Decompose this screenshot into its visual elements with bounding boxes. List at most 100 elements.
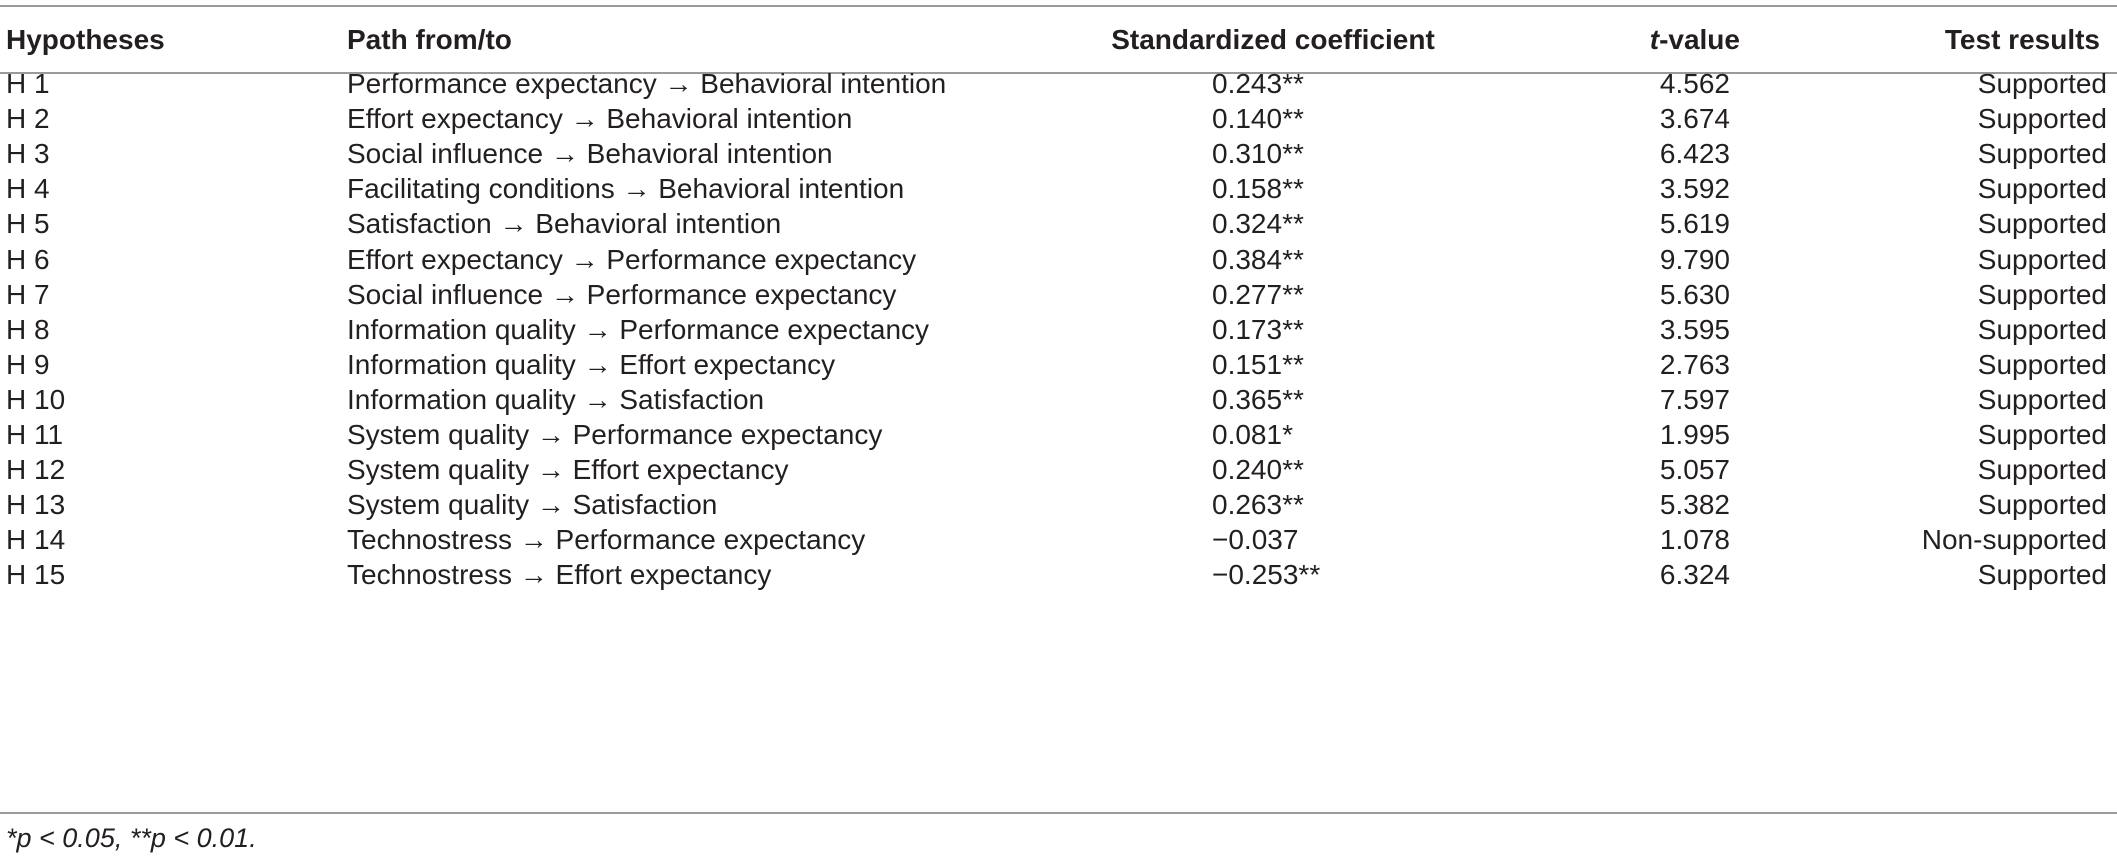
hypothesis-cell: H 2 bbox=[6, 103, 50, 135]
coefficient-cell: 0.240** bbox=[1212, 454, 1304, 486]
coefficient-cell: −0.253** bbox=[1212, 559, 1321, 591]
coefficient-cell: −0.037 bbox=[1212, 524, 1299, 556]
coefficient-cell: 0.081* bbox=[1212, 419, 1293, 450]
table-row: H 4 Facilitating conditions → Behavioral … bbox=[0, 165, 2117, 212]
path-cell: Effort expectancy → Behavioral intention bbox=[347, 103, 853, 135]
hypothesis-cell: H 12 bbox=[6, 454, 66, 486]
hypothesis-cell: H 6 bbox=[6, 243, 50, 275]
test-result-cell: Supported bbox=[1977, 208, 2107, 240]
test-result-cell: Supported bbox=[1977, 489, 2107, 521]
test-result-cell: Supported bbox=[1977, 348, 2107, 380]
hypothesis-cell: H 9 bbox=[6, 348, 50, 380]
test-result-cell: Supported bbox=[1977, 138, 2107, 170]
hypothesis-cell: H 5 bbox=[6, 208, 50, 240]
coefficient-cell: 0.173** bbox=[1212, 313, 1304, 345]
header-hypotheses: Hypotheses bbox=[6, 24, 165, 55]
path-cell: Social influence → Performance expectanc… bbox=[347, 278, 897, 310]
top-rule bbox=[0, 5, 2117, 7]
table-row: H 10 Information quality → Satisfaction 0.… bbox=[0, 376, 2117, 423]
header-row: Hypotheses Path from/to Standardized coe… bbox=[0, 16, 2117, 63]
coefficient-cell: 0.243** bbox=[1212, 68, 1304, 99]
table-row: H 14 Technostress → Performance expectanc… bbox=[0, 516, 2117, 563]
path-cell: Effort expectancy → Performance expectan… bbox=[347, 243, 917, 275]
table-row: H 12 System quality → Effort expectancy 0.… bbox=[0, 446, 2117, 493]
header-rule bbox=[0, 72, 2117, 74]
coefficient-cell: 0.151** bbox=[1212, 348, 1304, 380]
path-cell: Information quality → Performance expect… bbox=[347, 313, 930, 345]
hypothesis-cell: H 11 bbox=[6, 419, 64, 450]
hypothesis-cell: H 14 bbox=[6, 524, 66, 556]
hypothesis-cell: H 4 bbox=[6, 173, 50, 205]
header-path: Path from/to bbox=[347, 24, 512, 55]
bottom-rule bbox=[0, 812, 2117, 814]
path-cell: Information quality → Effort expectancy bbox=[347, 348, 836, 380]
t-value-cell: 3.595 bbox=[1659, 313, 1730, 345]
header-t-value: t-value bbox=[1600, 16, 1740, 63]
test-result-cell: Supported bbox=[1977, 68, 2107, 99]
table-row: H 5 Satisfaction → Behavioral intention 0.… bbox=[0, 200, 2117, 247]
t-value-cell: 1.995 bbox=[1659, 419, 1730, 450]
t-value-cell: 5.382 bbox=[1659, 489, 1730, 521]
hypothesis-cell: H 3 bbox=[6, 138, 50, 170]
table-row: H 8 Information quality → Performance exp… bbox=[0, 306, 2117, 353]
t-value-cell: 4.562 bbox=[1659, 68, 1730, 99]
header-coefficient: Standardized coefficient bbox=[1111, 24, 1435, 55]
hypothesis-cell: H 15 bbox=[6, 559, 66, 591]
path-cell: Performance expectancy → Behavioral inte… bbox=[347, 68, 947, 99]
coefficient-cell: 0.324** bbox=[1212, 208, 1304, 240]
footnote: *p < 0.05, **p < 0.01. bbox=[6, 823, 257, 853]
table-row: H 7 Social influence → Performance expect… bbox=[0, 271, 2117, 318]
test-result-cell: Supported bbox=[1977, 103, 2107, 135]
test-result-cell: Supported bbox=[1977, 419, 2107, 450]
coefficient-cell: 0.263** bbox=[1212, 489, 1304, 521]
coefficient-cell: 0.140** bbox=[1212, 103, 1304, 135]
t-value-cell: 9.790 bbox=[1659, 243, 1730, 275]
test-result-cell: Supported bbox=[1977, 313, 2107, 345]
table-row: H 13 System quality → Satisfaction 0.263**… bbox=[0, 481, 2117, 528]
t-value-cell: 5.057 bbox=[1659, 454, 1730, 486]
t-value-cell: 5.619 bbox=[1659, 208, 1730, 240]
hypothesis-cell: H 7 bbox=[6, 278, 50, 310]
table-row: H 3 Social influence → Behavioral intenti… bbox=[0, 130, 2117, 177]
test-result-cell: Supported bbox=[1977, 383, 2107, 415]
hypothesis-cell: H 1 bbox=[6, 68, 50, 99]
t-value-cell: 1.078 bbox=[1659, 524, 1730, 556]
header-test-results: Test results bbox=[1944, 24, 2100, 55]
t-value-cell: 7.597 bbox=[1659, 383, 1730, 415]
t-value-cell: 6.423 bbox=[1659, 138, 1730, 170]
coefficient-cell: 0.158** bbox=[1212, 173, 1304, 205]
test-result-cell: Supported bbox=[1977, 559, 2107, 591]
t-value-cell: 5.630 bbox=[1659, 278, 1730, 310]
header-t-italic: t bbox=[1649, 24, 1660, 55]
test-result-cell: Supported bbox=[1977, 454, 2107, 486]
table-row: H 1 Performance expectancy → Behavioral i… bbox=[0, 60, 2117, 107]
t-value-cell: 3.592 bbox=[1659, 173, 1730, 205]
coefficient-cell: 0.310** bbox=[1212, 138, 1304, 170]
coefficient-cell: 0.277** bbox=[1212, 278, 1304, 310]
path-cell: Technostress → Performance expectancy bbox=[347, 524, 866, 556]
t-value-cell: 2.763 bbox=[1659, 348, 1730, 380]
path-cell: Satisfaction → Behavioral intention bbox=[347, 208, 782, 240]
test-result-cell: Supported bbox=[1977, 278, 2107, 310]
test-result-cell: Supported bbox=[1977, 243, 2107, 275]
hypothesis-cell: H 10 bbox=[6, 383, 66, 415]
path-cell: Technostress → Effort expectancy bbox=[347, 559, 772, 591]
t-value-cell: 3.674 bbox=[1659, 103, 1730, 135]
table-row: H 11 System quality → Performance expecta… bbox=[0, 411, 2117, 458]
path-cell: System quality → Effort expectancy bbox=[347, 454, 789, 486]
hypothesis-cell: H 13 bbox=[6, 489, 66, 521]
test-result-cell: Non-supported bbox=[1921, 524, 2107, 556]
coefficient-cell: 0.384** bbox=[1212, 243, 1304, 275]
table-row: H 6 Effort expectancy → Performance expec… bbox=[0, 236, 2117, 283]
test-result-cell: Supported bbox=[1977, 173, 2107, 205]
path-cell: Information quality → Satisfaction bbox=[347, 383, 765, 415]
hypothesis-cell: H 8 bbox=[6, 313, 50, 345]
coefficient-cell: 0.365** bbox=[1212, 383, 1304, 415]
table-row: H 2 Effort expectancy → Behavioral intent… bbox=[0, 95, 2117, 142]
path-cell: System quality → Performance expectancy bbox=[347, 419, 883, 450]
path-cell: Social influence → Behavioral intention bbox=[347, 138, 833, 170]
t-value-cell: 6.324 bbox=[1659, 559, 1730, 591]
path-cell: System quality → Satisfaction bbox=[347, 489, 718, 521]
table-row: H 15 Technostress → Effort expectancy −0.2… bbox=[0, 551, 2117, 598]
